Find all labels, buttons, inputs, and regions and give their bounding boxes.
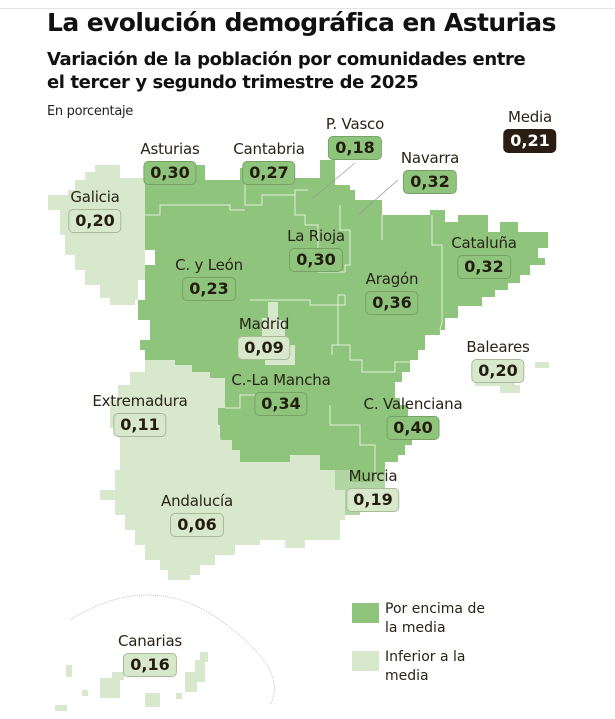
legend-swatch-above	[352, 603, 379, 623]
legend: Por encima de la media Inferior a la med…	[352, 600, 495, 696]
region-pvasco: P. Vasco 0,18	[326, 115, 384, 160]
media-label: Media	[507, 108, 553, 126]
chart-title: La evolución demográfica en Asturias	[47, 8, 556, 37]
region-andalucia: Andalucía 0,06	[161, 492, 233, 537]
region-value: 0,30	[143, 161, 197, 185]
legend-item-below: Inferior a la media	[352, 648, 495, 686]
region-extremadura: Extremadura 0,11	[92, 392, 188, 437]
top-divider	[0, 8, 615, 9]
region-value: 0,09	[237, 336, 291, 360]
region-value: 0,20	[68, 209, 122, 233]
region-shape-galicia	[48, 165, 145, 305]
region-shape-andalucia	[100, 440, 345, 580]
media-indicator: Media 0,21	[503, 108, 557, 153]
region-name: C. y León	[175, 256, 243, 274]
region-value: 0,23	[182, 277, 236, 301]
legend-label-below: Inferior a la media	[385, 649, 466, 684]
region-value: 0,19	[346, 488, 400, 512]
region-value: 0,18	[328, 136, 382, 160]
region-aragon: Aragón 0,36	[365, 270, 419, 315]
region-value: 0,32	[403, 170, 457, 194]
chart-subtitle: Variación de la población por comunidade…	[47, 49, 526, 93]
region-canarias: Canarias 0,16	[118, 632, 182, 677]
region-name: Cataluña	[451, 234, 517, 252]
region-larioja: La Rioja 0,30	[287, 227, 345, 272]
region-name: Aragón	[365, 270, 419, 288]
legend-label-above: Por encima de la media	[385, 601, 485, 636]
region-name: Navarra	[400, 149, 460, 167]
region-navarra: Navarra 0,32	[401, 149, 459, 194]
region-name: Canarias	[117, 632, 183, 650]
region-value: 0,34	[254, 392, 308, 416]
region-asturias: Asturias 0,30	[140, 140, 200, 185]
region-name: Madrid	[238, 315, 290, 333]
media-value: 0,21	[503, 129, 557, 153]
unit-note: En porcentaje	[47, 104, 134, 119]
region-name: Asturias	[140, 140, 200, 158]
region-baleares: Baleares 0,20	[466, 338, 530, 383]
region-murcia: Murcia 0,19	[346, 467, 400, 512]
leader-line-navarra	[357, 179, 399, 216]
region-madrid: Madrid 0,09	[237, 315, 291, 360]
region-galicia: Galicia 0,20	[68, 188, 122, 233]
region-value: 0,32	[457, 255, 511, 279]
region-name: La Rioja	[287, 227, 345, 245]
region-value: 0,11	[113, 413, 167, 437]
canarias-inset-arc	[69, 594, 275, 706]
region-name: Andalucía	[161, 492, 233, 510]
region-name: Extremadura	[92, 392, 188, 410]
region-value: 0,36	[365, 291, 419, 315]
region-value: 0,27	[242, 161, 296, 185]
region-value: 0,06	[170, 513, 224, 537]
region-name: C. Valenciana	[363, 395, 463, 413]
legend-swatch-below	[352, 651, 379, 671]
region-name: Murcia	[348, 467, 398, 485]
region-name: Baleares	[466, 338, 530, 356]
region-name: Cantabria	[233, 140, 305, 158]
leader-line-pvasco	[311, 162, 356, 200]
region-value: 0,16	[123, 653, 177, 677]
region-cataluna: Cataluña 0,32	[451, 234, 517, 279]
region-value: 0,20	[471, 359, 525, 383]
region-shape-canarias	[55, 652, 208, 711]
region-name: Galicia	[70, 188, 120, 206]
legend-item-above: Por encima de la media	[352, 600, 495, 638]
region-name: P. Vasco	[325, 115, 385, 133]
region-clamancha: C.-La Mancha 0,34	[231, 371, 331, 416]
region-cvalenciana: C. Valenciana 0,40	[364, 395, 463, 440]
region-cantabria: Cantabria 0,27	[233, 140, 305, 185]
region-name: C.-La Mancha	[231, 371, 331, 389]
region-cyleon: C. y León 0,23	[175, 256, 243, 301]
region-value: 0,30	[289, 248, 343, 272]
region-value: 0,40	[386, 416, 440, 440]
